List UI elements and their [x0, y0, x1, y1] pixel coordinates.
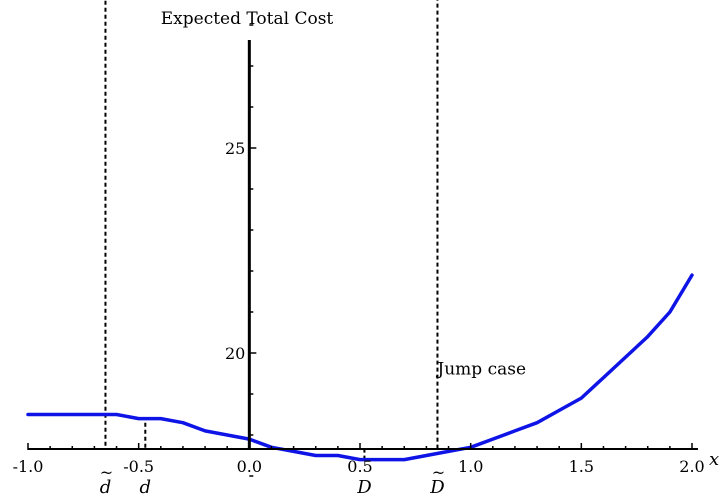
- y-tick-label: 25: [225, 139, 245, 158]
- x-tick-label: 2.0: [679, 457, 704, 476]
- marker-label-tilde-d: d: [100, 477, 112, 498]
- x-tick-label: 1.5: [569, 457, 594, 476]
- marker-label-D: D: [356, 477, 372, 498]
- marker-label-d: d: [140, 477, 152, 498]
- x-tick-label: 0.0: [237, 457, 262, 476]
- x-axis-label: x: [709, 449, 719, 470]
- series-lines: [26, 273, 694, 462]
- axes: [27, 24, 698, 477]
- x-tick-label: -1.0: [13, 457, 44, 476]
- x-tick-label: -0.5: [123, 457, 154, 476]
- x-tick-label: 1.0: [458, 457, 483, 476]
- annotations: No-jump-caseJump case: [435, 359, 526, 379]
- marker-tilde: ~: [100, 463, 113, 482]
- marker-lines: d~d D D~: [100, 0, 445, 498]
- x-tick-label: 0.5: [347, 457, 372, 476]
- tick-labels: -1.0-0.50.00.51.01.52.020253035: [13, 139, 705, 476]
- annotation-jump-case: Jump case: [435, 359, 526, 379]
- marker-label-tilde-D: D: [429, 477, 445, 498]
- marker-tilde: ~: [432, 463, 445, 482]
- y-tick-label: 20: [225, 344, 245, 363]
- series-line-jump-case: [26, 273, 694, 462]
- chart-title: Expected Total Cost: [161, 9, 334, 29]
